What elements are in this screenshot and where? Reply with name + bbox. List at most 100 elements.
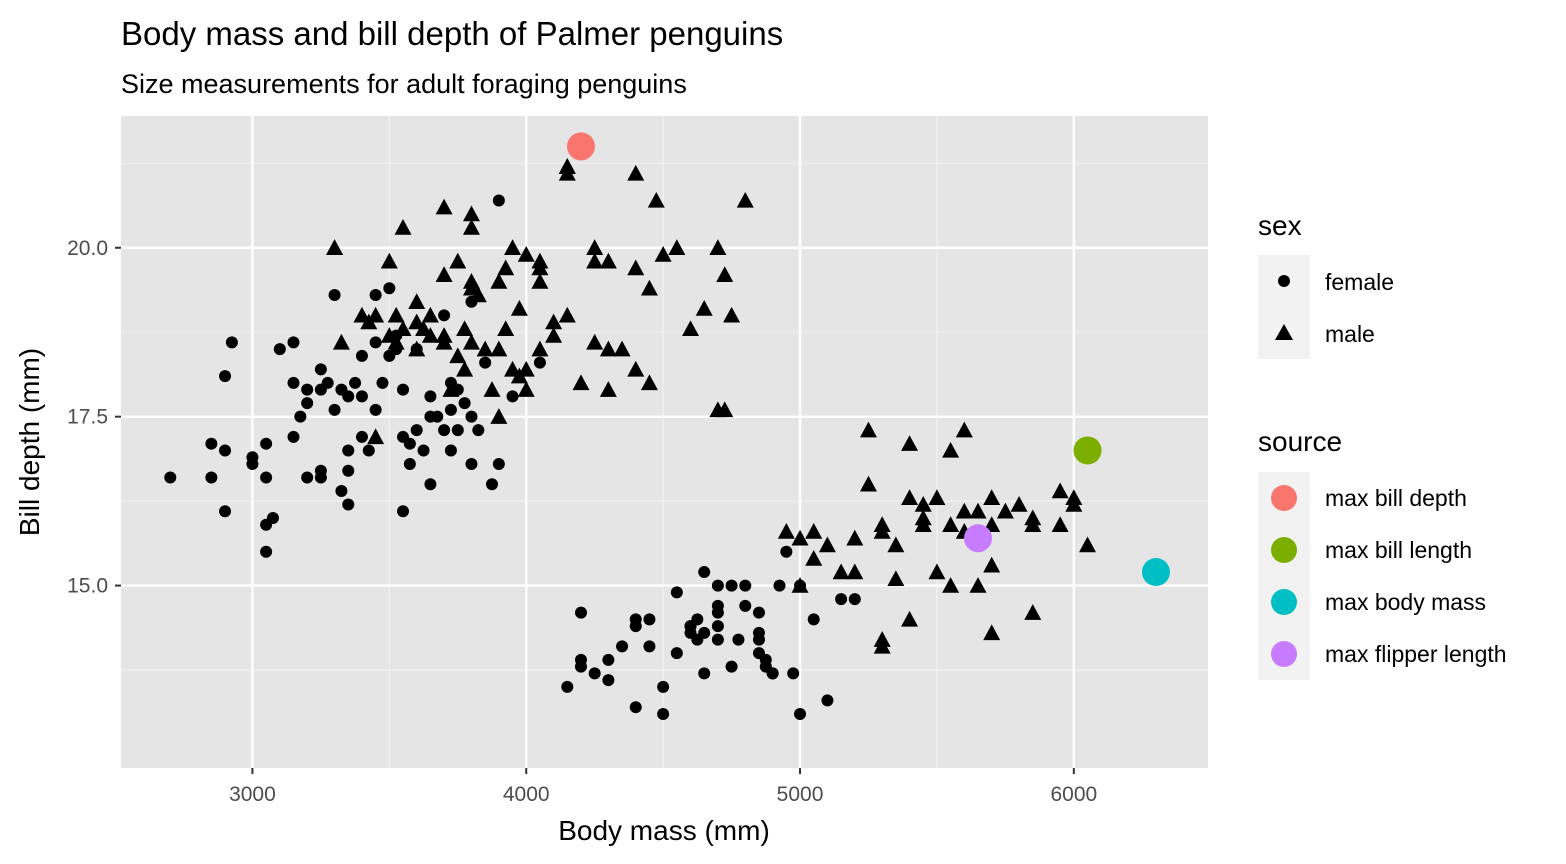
point-male	[955, 502, 973, 519]
point-male	[805, 550, 823, 566]
point-male	[647, 191, 665, 208]
point-female	[403, 457, 416, 470]
point-female	[698, 566, 711, 579]
point-female	[205, 437, 218, 450]
point-male	[599, 340, 617, 357]
point-female	[301, 397, 314, 410]
legend-source: source max bill depth max bill length ma…	[1258, 426, 1507, 680]
point-male	[791, 577, 809, 593]
point-female	[438, 424, 451, 437]
point-male	[716, 401, 734, 418]
point-female	[260, 471, 273, 484]
point-male	[709, 239, 727, 255]
point-male	[469, 286, 487, 303]
point-female	[164, 471, 177, 484]
point-male	[846, 563, 864, 580]
point-female	[301, 471, 314, 484]
point-female	[376, 376, 389, 389]
point-male	[435, 266, 453, 283]
legend-circle-marker	[1278, 275, 1290, 287]
point-male	[394, 218, 412, 235]
point-male	[832, 563, 850, 580]
point-female	[458, 397, 471, 410]
point-female	[657, 707, 670, 720]
point-male	[490, 408, 508, 424]
point-female	[397, 505, 410, 518]
point-female	[424, 390, 437, 403]
point-male	[380, 252, 398, 269]
point-female	[383, 282, 396, 295]
point-female	[287, 430, 300, 443]
point-female	[369, 336, 382, 349]
point-male	[859, 475, 877, 492]
legend-triangle-marker	[1275, 324, 1293, 340]
point-male	[326, 239, 344, 255]
point-male	[627, 164, 645, 181]
point-female	[698, 626, 711, 639]
point-female	[711, 606, 724, 619]
point-female	[616, 640, 629, 653]
point-male	[586, 333, 604, 350]
point-female	[219, 505, 232, 518]
point-female	[260, 545, 273, 558]
point-male	[572, 374, 590, 391]
point-male	[654, 246, 672, 262]
point-male	[928, 563, 946, 580]
x-axis: 3000 4000 5000 6000	[229, 768, 1097, 806]
point-male	[504, 239, 522, 255]
point-male	[901, 489, 919, 505]
point-male	[1065, 495, 1083, 512]
point-max-bill-length	[1073, 436, 1102, 465]
y-tick-label: 20.0	[67, 237, 108, 260]
point-female	[410, 424, 423, 437]
point-male	[599, 252, 617, 269]
point-male	[545, 327, 563, 343]
point-female	[574, 653, 587, 666]
point-female	[417, 444, 430, 457]
point-female	[725, 660, 738, 673]
point-female	[219, 370, 232, 383]
x-tick-label: 6000	[1050, 783, 1097, 806]
point-male	[1024, 516, 1042, 532]
point-male	[901, 610, 919, 627]
point-female	[752, 633, 765, 646]
point-female	[246, 457, 259, 470]
point-female	[492, 194, 505, 207]
point-male	[497, 259, 515, 276]
point-male	[887, 570, 905, 587]
point-male	[969, 577, 987, 593]
point-male	[510, 300, 528, 316]
legend-label-female: female	[1325, 269, 1394, 295]
point-female	[266, 512, 279, 525]
point-male	[387, 333, 405, 350]
point-male	[640, 279, 658, 296]
y-tick-label: 17.5	[67, 406, 108, 429]
point-male	[531, 259, 549, 276]
point-female	[787, 667, 800, 680]
point-female	[629, 613, 642, 626]
chart-subtitle: Size measurements for adult foraging pen…	[121, 69, 687, 99]
point-female	[670, 647, 683, 660]
point-female	[752, 606, 765, 619]
point-female	[561, 680, 574, 693]
legend-source-title: source	[1258, 426, 1342, 457]
point-male	[517, 246, 535, 262]
point-female	[465, 410, 478, 423]
point-male	[887, 536, 905, 553]
point-female	[314, 363, 327, 376]
legend-marker-max-flipper-length	[1271, 641, 1297, 667]
point-female	[670, 586, 683, 599]
point-male	[996, 502, 1014, 519]
point-male	[1010, 495, 1028, 512]
point-male	[558, 306, 576, 323]
point-female	[698, 667, 711, 680]
point-male	[901, 435, 919, 451]
legend-sex-title: sex	[1258, 210, 1302, 241]
point-male	[442, 381, 460, 397]
point-female	[794, 707, 807, 720]
point-female	[732, 633, 745, 646]
point-female	[369, 289, 382, 302]
point-male	[873, 516, 891, 532]
legend-label-max-body-mass: max body mass	[1325, 589, 1486, 615]
grid-minor	[121, 116, 1208, 768]
